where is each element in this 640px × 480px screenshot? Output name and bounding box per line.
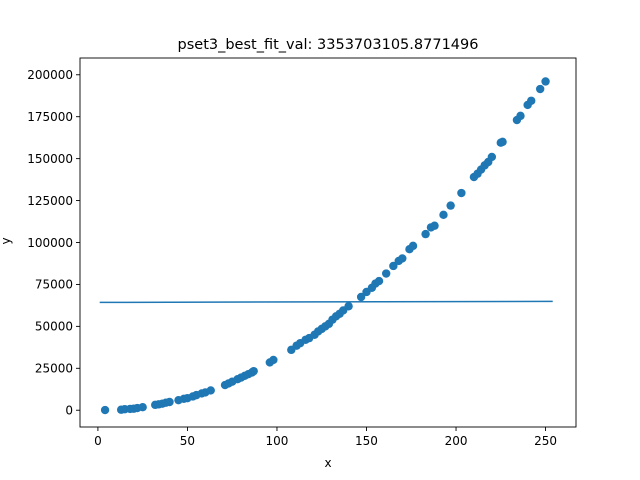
data-point bbox=[344, 302, 353, 311]
y-tick-label: 175000 bbox=[27, 110, 73, 124]
x-tick-label: 100 bbox=[266, 434, 289, 448]
data-point bbox=[430, 221, 439, 230]
y-tick-label: 100000 bbox=[27, 236, 73, 250]
y-tick-label: 50000 bbox=[35, 320, 73, 334]
x-tick-label: 250 bbox=[534, 434, 557, 448]
data-point bbox=[446, 201, 455, 210]
y-tick-label: 200000 bbox=[27, 68, 73, 82]
data-point bbox=[527, 96, 536, 105]
data-point bbox=[100, 405, 110, 415]
x-tick-label: 50 bbox=[180, 434, 195, 448]
data-point bbox=[421, 229, 430, 239]
y-tick-label: 25000 bbox=[35, 362, 73, 376]
data-point bbox=[374, 276, 384, 286]
y-tick-label: 75000 bbox=[35, 278, 73, 292]
plot-area bbox=[99, 77, 553, 415]
data-point bbox=[457, 188, 466, 198]
y-axis: 0 25000 50000 75000 100000 125000 150000 175000… bbox=[27, 68, 80, 418]
data-point bbox=[398, 254, 407, 263]
data-point bbox=[138, 403, 147, 412]
data-point bbox=[389, 261, 398, 271]
x-tick-label: 0 bbox=[94, 434, 102, 448]
data-point bbox=[269, 355, 278, 365]
data-point bbox=[439, 210, 448, 220]
data-point bbox=[381, 269, 391, 278]
data-point bbox=[498, 137, 507, 147]
data-point bbox=[206, 386, 215, 395]
data-point bbox=[408, 241, 418, 251]
y-axis-label: y bbox=[0, 237, 13, 244]
chart-title: pset3_best_fit_val: 3353703105.8771496 bbox=[178, 37, 479, 53]
data-point bbox=[516, 111, 525, 121]
data-point bbox=[165, 397, 174, 407]
y-tick-label: 0 bbox=[65, 404, 73, 418]
data-point bbox=[535, 84, 545, 94]
data-point bbox=[356, 292, 366, 302]
x-tick-label: 150 bbox=[355, 434, 378, 448]
y-tick-label: 150000 bbox=[27, 152, 73, 166]
x-axis: 0 50 100 150 200 250 bbox=[94, 427, 557, 448]
fit-line bbox=[99, 300, 553, 304]
x-axis-label: x bbox=[324, 456, 331, 470]
y-tick-label: 125000 bbox=[27, 194, 73, 208]
data-point bbox=[541, 77, 550, 86]
data-point bbox=[249, 366, 258, 376]
data-point bbox=[487, 152, 497, 162]
x-tick-label: 200 bbox=[445, 434, 468, 448]
